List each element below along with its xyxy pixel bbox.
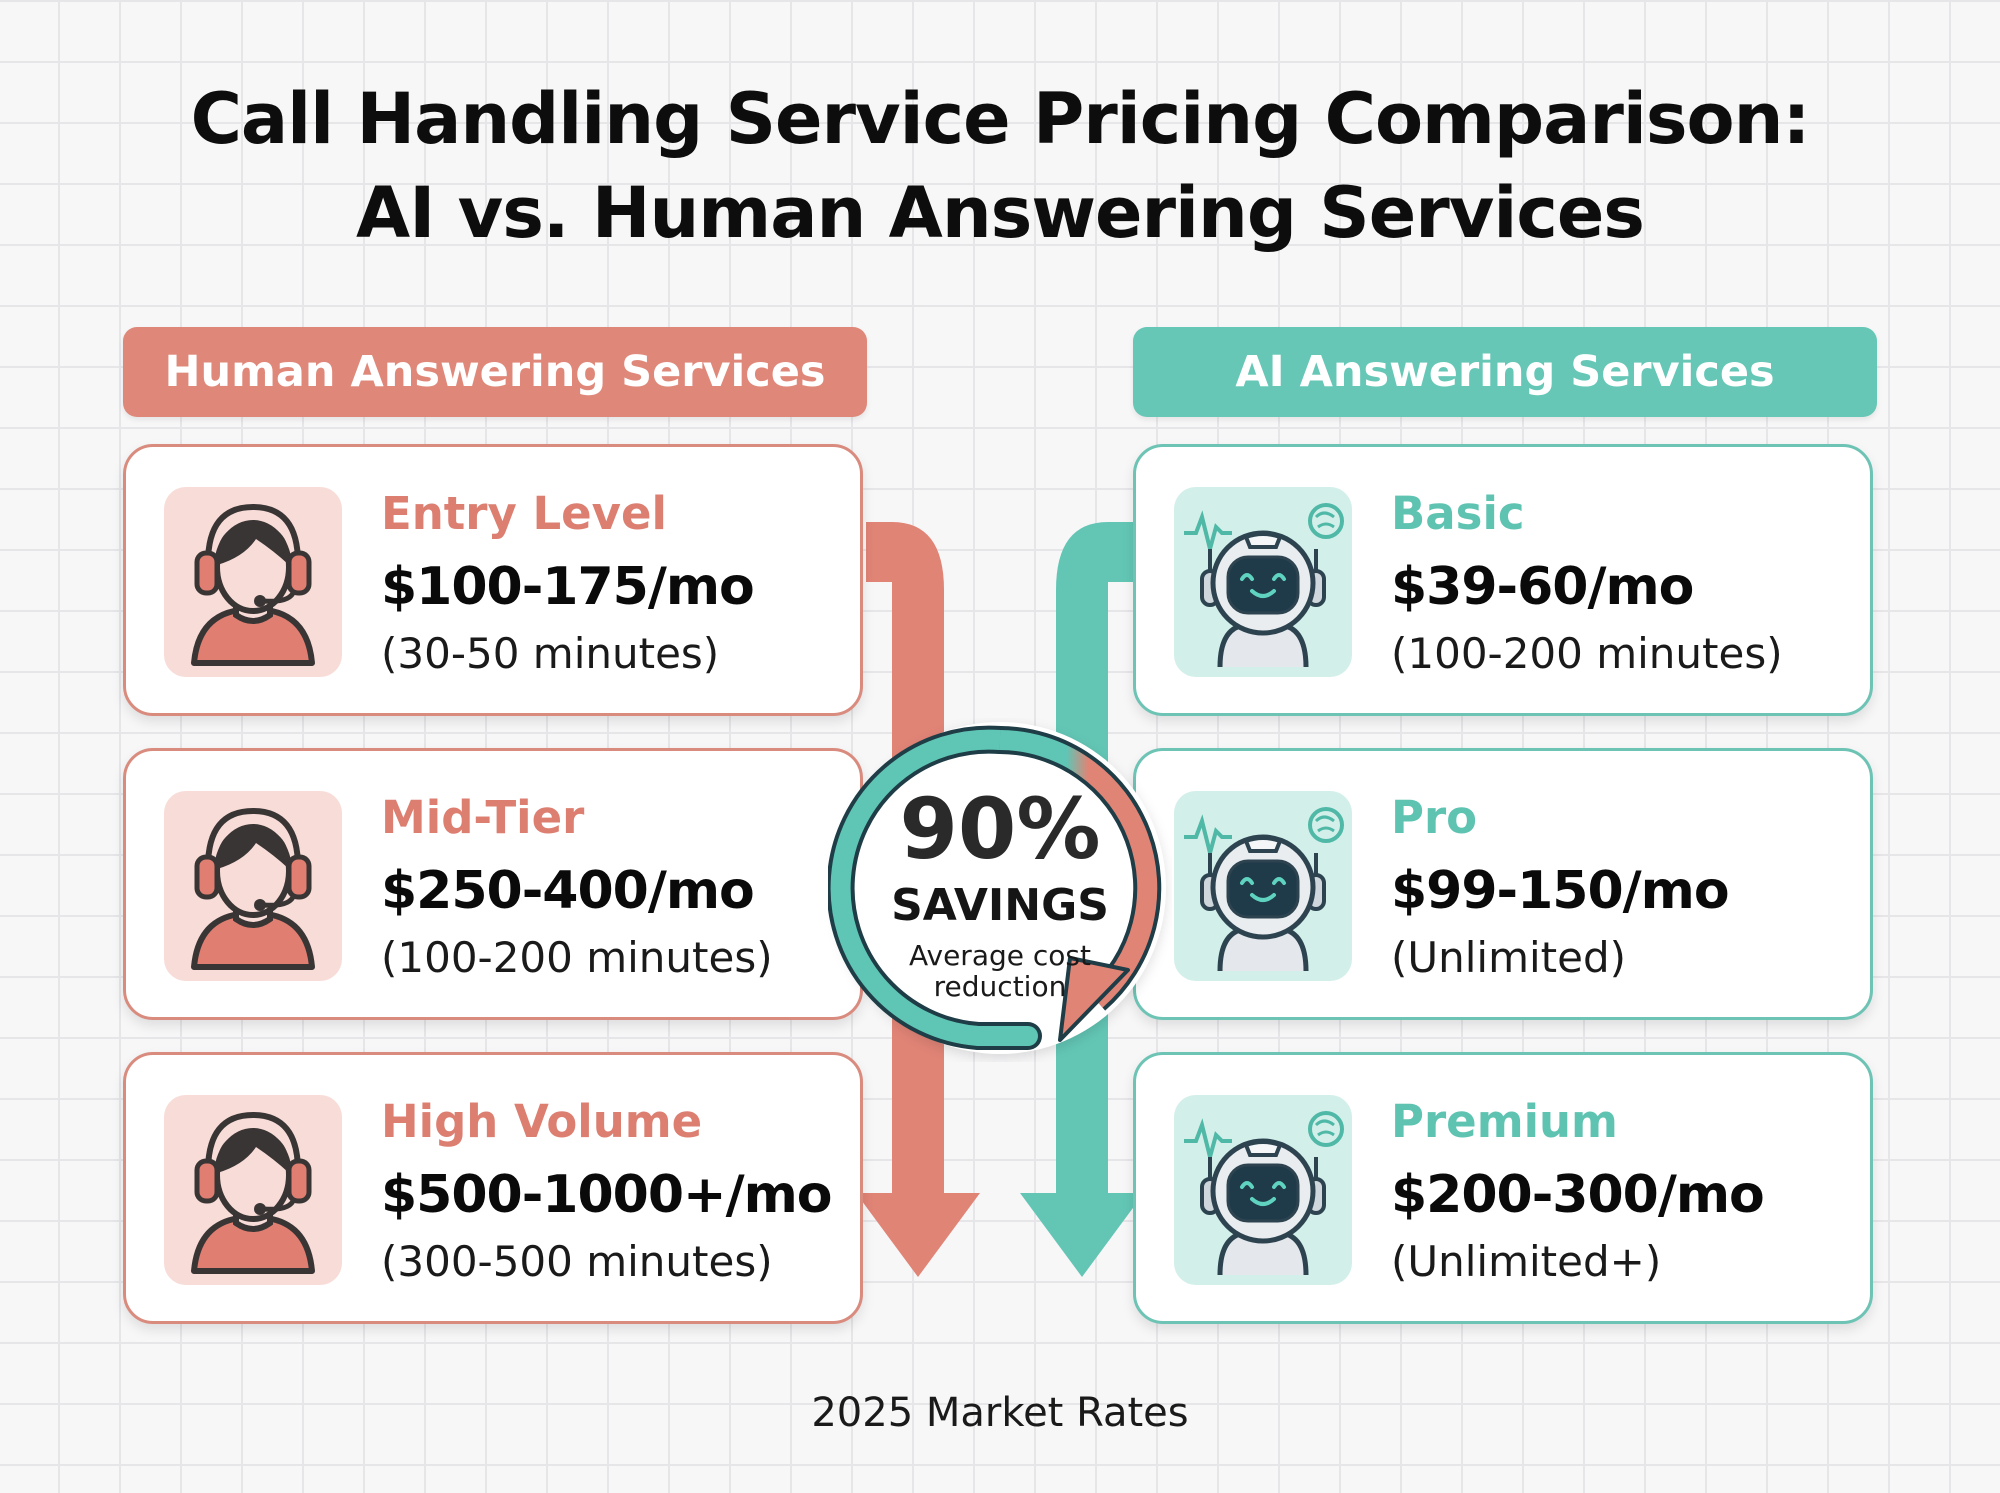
circular-arrow-icon	[828, 722, 1166, 1054]
page-title-line-1: Call Handling Service Pricing Comparison…	[190, 78, 1811, 160]
tier-price: $99-150/mo	[1391, 861, 1730, 921]
savings-description: Average cost reduction	[909, 939, 1091, 1003]
savings-percent: 90%	[899, 780, 1101, 878]
tier-name: High Volume	[381, 1095, 703, 1148]
tier-name: Basic	[1391, 487, 1525, 540]
tier-price: $200-300/mo	[1391, 1165, 1765, 1225]
human-tier-card-mid: Mid-Tier $250-400/mo (100-200 minutes)	[123, 748, 863, 1020]
savings-badge: 90% SAVINGS Average cost reduction	[828, 718, 1172, 1062]
tier-minutes: (30-50 minutes)	[381, 629, 720, 678]
tier-price: $500-1000+/mo	[381, 1165, 833, 1225]
tier-minutes: (Unlimited+)	[1391, 1237, 1662, 1286]
ai-services-header: AI Answering Services	[1133, 327, 1877, 417]
ai-tier-card-pro: Pro $99-150/mo (Unlimited)	[1133, 748, 1873, 1020]
tier-price: $250-400/mo	[381, 861, 755, 921]
headset-agent-icon	[164, 487, 342, 677]
tier-price: $100-175/mo	[381, 557, 755, 617]
page-title-line-2: AI vs. Human Answering Services	[356, 172, 1645, 254]
savings-label: SAVINGS	[891, 880, 1109, 931]
robot-icon	[1174, 487, 1352, 677]
headset-agent-icon	[164, 1095, 342, 1285]
robot-icon	[1174, 1095, 1352, 1285]
tier-name: Mid-Tier	[381, 791, 585, 844]
tier-name: Entry Level	[381, 487, 667, 540]
headset-agent-icon	[164, 791, 342, 981]
ai-tier-card-premium: Premium $200-300/mo (Unlimited+)	[1133, 1052, 1873, 1324]
tier-minutes: (Unlimited)	[1391, 933, 1627, 982]
tier-minutes: (300-500 minutes)	[381, 1237, 773, 1286]
human-services-header: Human Answering Services	[123, 327, 867, 417]
tier-minutes: (100-200 minutes)	[381, 933, 773, 982]
human-tier-card-entry: Entry Level $100-175/mo (30-50 minutes)	[123, 444, 863, 716]
tier-name: Pro	[1391, 791, 1478, 844]
tier-name: Premium	[1391, 1095, 1618, 1148]
footer-note: 2025 Market Rates	[811, 1390, 1189, 1436]
ai-tier-card-basic: Basic $39-60/mo (100-200 minutes)	[1133, 444, 1873, 716]
robot-icon	[1174, 791, 1352, 981]
human-tier-card-high: High Volume $500-1000+/mo (300-500 minut…	[123, 1052, 863, 1324]
tier-minutes: (100-200 minutes)	[1391, 629, 1783, 678]
tier-price: $39-60/mo	[1391, 557, 1694, 617]
